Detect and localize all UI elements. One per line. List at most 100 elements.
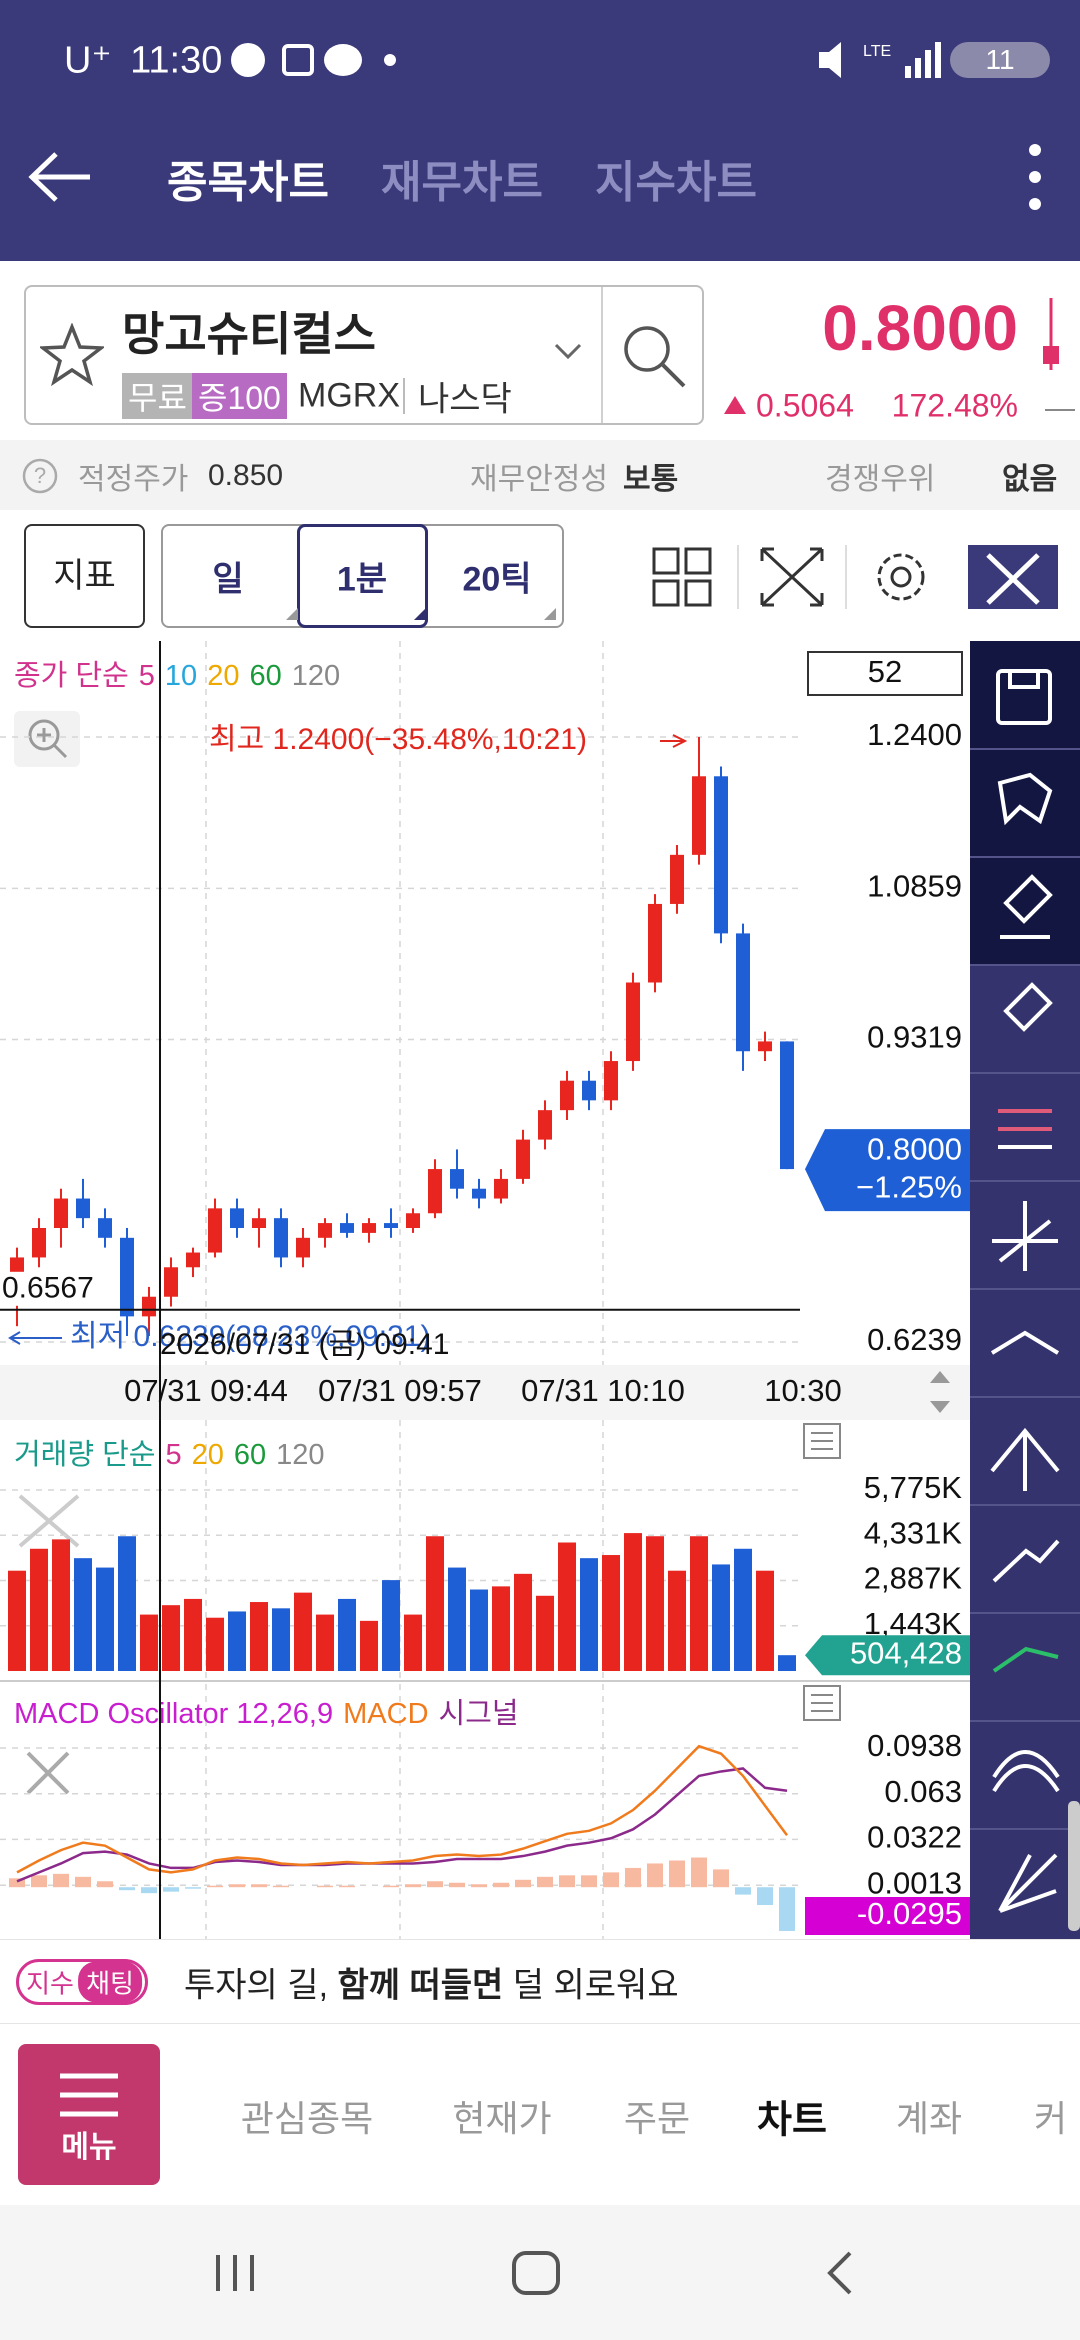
stock-box[interactable]	[24, 285, 704, 425]
legend: MACD Oscillator 12,26,9 MACD 시그널	[14, 1698, 519, 1730]
period-button[interactable]: 20틱	[462, 560, 532, 599]
icon	[282, 44, 314, 76]
candle-body	[32, 1227, 46, 1258]
volume-bar	[624, 1533, 642, 1671]
volume-bar	[492, 1586, 510, 1671]
legend-period: 5	[139, 660, 155, 692]
dot	[1029, 198, 1041, 210]
nav-item-active[interactable]: 차트	[757, 2099, 827, 2142]
nav-item[interactable]: 계좌	[895, 2098, 963, 2139]
circle	[22, 458, 58, 494]
info-value: 없음	[1002, 463, 1058, 496]
nav-item[interactable]: 주문	[623, 2098, 691, 2139]
q: ?	[34, 463, 46, 488]
candle-body	[252, 1218, 266, 1228]
banner[interactable]	[0, 1939, 1080, 2024]
recents-button[interactable]	[216, 2255, 254, 2291]
candle-body	[648, 903, 662, 983]
tab[interactable]: 재무차트	[381, 158, 543, 207]
oscillator-bar	[779, 1887, 795, 1931]
candle-body	[274, 1218, 288, 1258]
legend-period: 60	[249, 660, 281, 692]
corner	[414, 608, 426, 620]
current-change: −1.25%	[856, 1169, 962, 1204]
dropdown[interactable]	[554, 342, 582, 360]
volume-bar	[30, 1548, 48, 1671]
volume-bar	[734, 1548, 752, 1671]
text-bold: 함께 떠들면	[337, 1966, 504, 2005]
banner-tag: 지수	[26, 1968, 74, 1999]
y-tick-label: 4,331K	[864, 1515, 963, 1550]
high-arrow	[660, 734, 688, 748]
current-volume: 504,428	[850, 1635, 962, 1670]
period-button[interactable]: 1분	[336, 560, 388, 599]
volume-bar	[646, 1536, 664, 1671]
time-axis-band	[0, 1365, 970, 1420]
icon	[384, 54, 396, 66]
oscillator-bar	[471, 1884, 487, 1888]
resize-handle[interactable]	[930, 1371, 950, 1413]
expand-icon[interactable]	[760, 547, 824, 607]
crosshair-price: 0.6567	[2, 1272, 94, 1305]
period-button[interactable]: 일	[212, 560, 244, 599]
ticker: MGRX	[298, 376, 400, 415]
nav-item[interactable]: 현재가	[452, 2098, 552, 2139]
oscillator-bar	[713, 1869, 729, 1888]
volume-bar	[778, 1655, 796, 1671]
volume-bar	[316, 1614, 334, 1671]
system-nav	[0, 2205, 1080, 2340]
nav-item[interactable]: 관심종목	[240, 2098, 374, 2139]
info-label: 경쟁우위	[825, 463, 936, 496]
back-nav-button[interactable]	[827, 2251, 852, 2295]
indicator-button[interactable]: 지표	[24, 524, 145, 628]
oscillator-bar	[427, 1881, 443, 1888]
settings-icon[interactable]	[877, 553, 925, 601]
text: 투자의 길,	[184, 1966, 338, 2005]
handle	[661, 363, 686, 388]
candle-body	[142, 1296, 156, 1317]
search-button[interactable]	[620, 322, 688, 390]
legend-period: 20	[192, 1439, 224, 1471]
corner	[286, 608, 298, 620]
exchange: 나스닥	[418, 380, 512, 419]
candle-body	[736, 933, 750, 1052]
volume-bar	[272, 1608, 290, 1671]
oscillator-bar	[273, 1885, 289, 1888]
volume-bar	[74, 1558, 92, 1671]
favorite-star[interactable]	[40, 323, 104, 387]
close-macd[interactable]	[26, 1751, 70, 1795]
candle-body	[76, 1198, 90, 1219]
legend-period: 120	[276, 1439, 324, 1471]
back-button[interactable]	[26, 150, 96, 204]
nav-item[interactable]: 커	[1034, 2098, 1068, 2139]
sidebar-icons[interactable]	[990, 669, 1060, 1913]
home-button[interactable]	[512, 2251, 560, 2295]
more-button[interactable]	[1022, 140, 1048, 214]
zoom-button[interactable]	[14, 711, 80, 767]
status-left: U⁺ 11:30	[64, 38, 222, 83]
candle-body	[98, 1218, 112, 1238]
oscillator-bar	[75, 1876, 91, 1888]
volume-bar	[404, 1614, 422, 1671]
tab[interactable]: 지수차트	[595, 158, 757, 207]
y-tick-label: 0.0013	[867, 1865, 962, 1900]
oscillator-bar	[603, 1872, 619, 1888]
candle-body	[406, 1213, 420, 1228]
app-header	[0, 0, 1080, 261]
volume-menu[interactable]	[803, 1423, 841, 1459]
macd-menu[interactable]	[803, 1685, 841, 1721]
current-macd-box	[805, 1897, 970, 1935]
low-annotation: 최저 0.6239(28.23%,09:31)	[70, 1320, 430, 1353]
volume-bar	[536, 1595, 554, 1671]
tab-active[interactable]: 종목차트	[167, 158, 329, 207]
candle-body	[714, 776, 728, 934]
layout-icon[interactable]	[652, 547, 712, 607]
close-volume[interactable]	[18, 1494, 80, 1548]
scroll-tab[interactable]	[1068, 1801, 1080, 1931]
y-tick-label: 2,887K	[864, 1561, 963, 1596]
volume-bar	[8, 1570, 26, 1671]
help-icon[interactable]: ?	[22, 458, 58, 494]
oscillator-bar	[647, 1863, 663, 1888]
y-tick-label: 0.0322	[867, 1820, 962, 1855]
